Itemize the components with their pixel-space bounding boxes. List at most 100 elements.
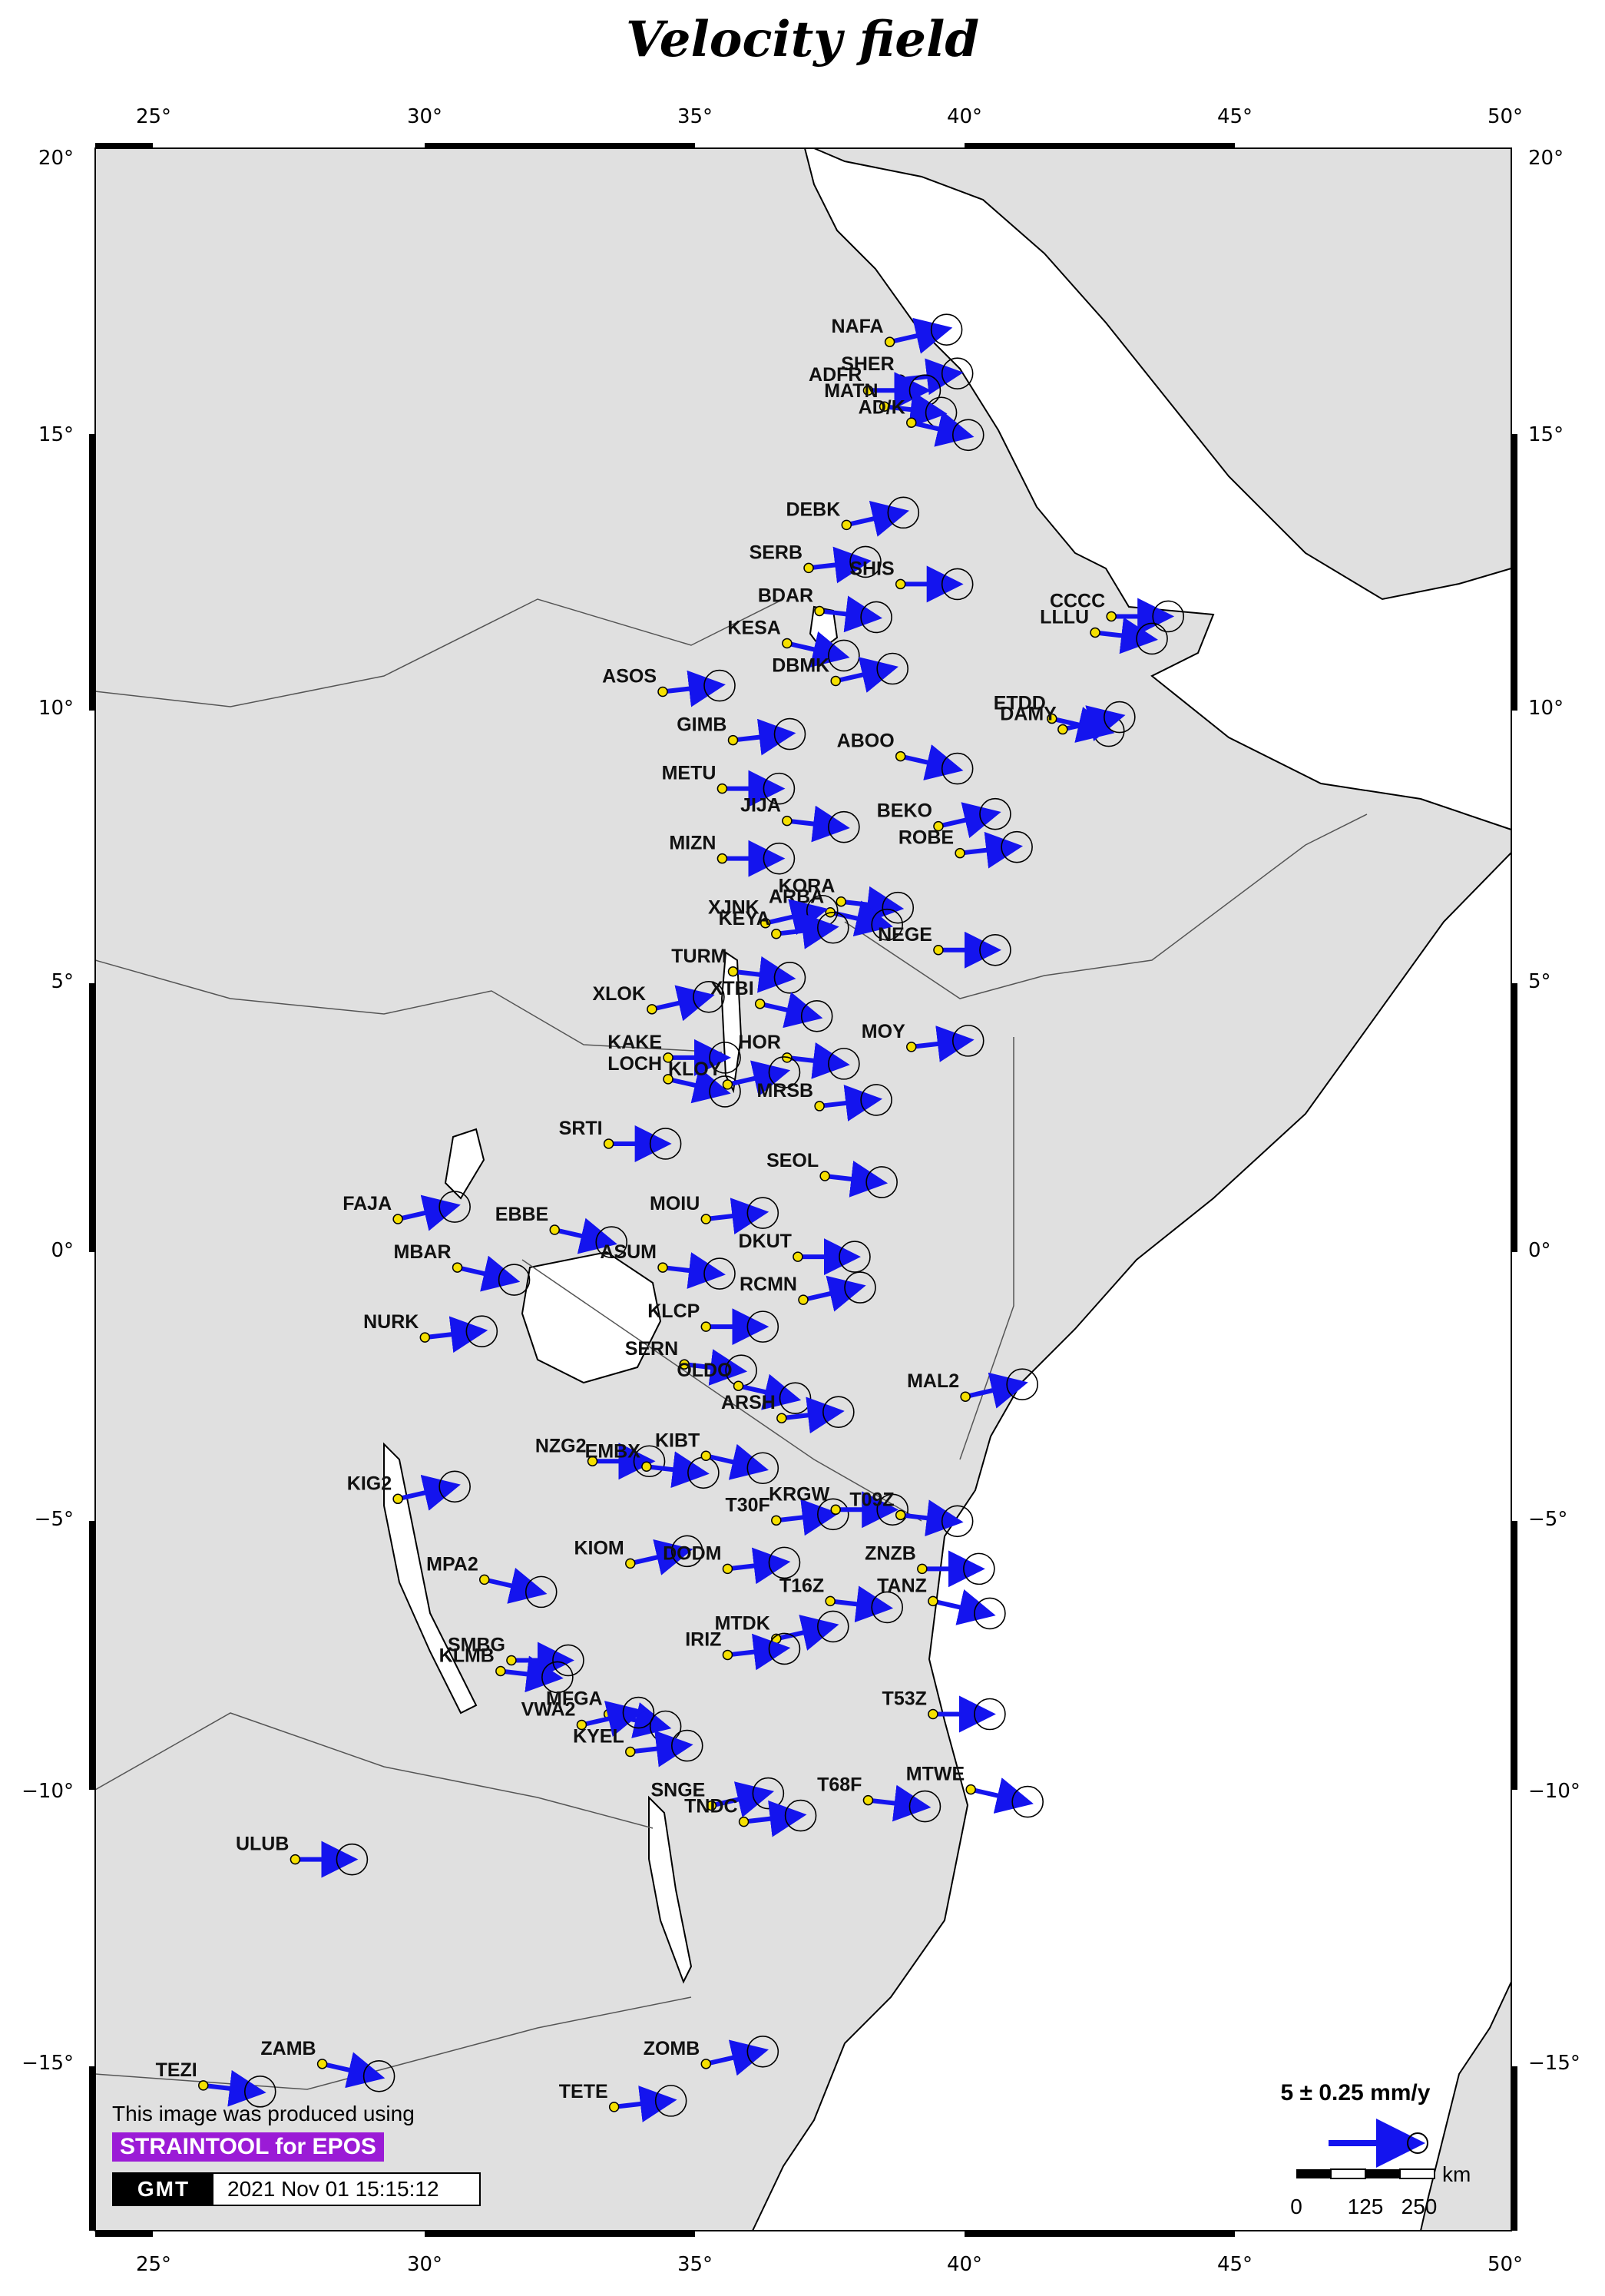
velocity-arrow <box>776 912 839 949</box>
station-marker <box>608 2102 620 2112</box>
velocity-arrow <box>727 1547 791 1585</box>
velocity-arrow <box>829 1585 894 1623</box>
error-ellipse <box>865 1166 898 1198</box>
velocity-arrow <box>970 1777 1034 1814</box>
error-ellipse <box>362 2060 395 2092</box>
station-label: ABOO <box>837 731 895 752</box>
station-marker <box>657 1262 668 1273</box>
scale-bar-tick: 250 <box>1401 2195 1438 2218</box>
credit-text: This image was produced using <box>112 2102 415 2125</box>
scale-bar-tick: 125 <box>1348 2195 1384 2218</box>
station-marker <box>663 1074 673 1085</box>
lon-labels-bottom: 25° 30° 35° 40° 45° 50° <box>136 2253 1523 2276</box>
station-asos: ASOS <box>602 666 736 707</box>
station-jija: JIJA <box>740 795 860 843</box>
station-robe: ROBE <box>898 827 1033 869</box>
velocity-arrow <box>835 657 898 693</box>
station-marker <box>862 1794 874 1806</box>
velocity-arrow <box>965 1372 1028 1409</box>
scale-bar-segment <box>1296 2169 1331 2178</box>
error-ellipse <box>974 1698 1006 1731</box>
station-marker <box>782 638 793 649</box>
lake-victoria <box>521 1251 662 1384</box>
station-marker <box>700 1321 712 1332</box>
land-arabia <box>813 147 1512 601</box>
velocity-arrow <box>705 1443 769 1480</box>
station-marker <box>316 2059 328 2069</box>
station-marker <box>419 1332 431 1343</box>
velocity-arrow <box>630 1730 693 1768</box>
station-xlok: XLOK <box>592 981 725 1022</box>
station-label: JIJA <box>740 795 781 817</box>
error-ellipse <box>1104 701 1136 734</box>
lat-tick-label: −15° <box>1528 2052 1580 2075</box>
scale-bar-segment <box>1365 2169 1400 2178</box>
station-oldo: OLDO <box>677 1360 812 1414</box>
station-marker <box>641 1461 652 1473</box>
velocity-arrow <box>733 956 796 993</box>
station-label: BEKO <box>877 800 932 822</box>
error-ellipse <box>498 1264 531 1296</box>
station-sern: SERN <box>625 1338 757 1387</box>
station-marker <box>884 336 895 347</box>
station-marker <box>625 1746 636 1758</box>
station-marker <box>771 1515 782 1526</box>
lat-tick-label: 20° <box>1528 147 1564 170</box>
lat-tick-label: −15° <box>22 2052 74 2075</box>
station-marker <box>906 1042 917 1052</box>
error-ellipse <box>541 1661 574 1694</box>
straintool-badge[interactable]: STRAINTOOL for EPOS <box>112 2132 384 2162</box>
station-marker <box>716 853 728 864</box>
frame-bar-right <box>1511 434 1517 711</box>
velocity-arrow <box>1094 617 1158 654</box>
station-marker <box>392 1214 403 1224</box>
gmt-logo: GMT <box>114 2174 213 2205</box>
station-marker <box>862 385 874 396</box>
station-nafa: NAFA <box>832 313 963 354</box>
velocity-arrow <box>662 670 726 707</box>
scale-bar-unit: km <box>1442 2162 1471 2186</box>
station-label: KLOY <box>668 1059 722 1080</box>
error-ellipse <box>525 1575 558 1609</box>
error-ellipse <box>951 1025 985 1057</box>
velocity-arrow <box>938 802 1001 839</box>
frame-bar-left <box>89 983 95 1252</box>
lat-tick-label: 5° <box>1528 970 1551 993</box>
error-ellipse <box>622 1696 655 1729</box>
station-tanz: TANZ <box>877 1575 1006 1630</box>
station-rcmn: RCMN <box>740 1271 876 1312</box>
station-label: SHIS <box>849 558 894 579</box>
velocity-arrow <box>710 1781 775 1818</box>
station-marker <box>841 519 852 531</box>
station-label: ULUB <box>236 1834 289 1855</box>
error-ellipse <box>746 1310 779 1343</box>
error-ellipse <box>941 357 974 390</box>
map-frame <box>89 143 1517 2237</box>
station-label: KIBT <box>655 1430 700 1451</box>
station-marker <box>830 1504 841 1516</box>
lat-labels-left: 20° 15° 10° 5° 0° −5° −10° −15° <box>22 147 74 2075</box>
station-marker <box>798 1294 809 1305</box>
error-ellipse <box>784 1799 817 1832</box>
lat-tick-label: 20° <box>38 147 74 170</box>
station-label: ROBE <box>898 827 954 849</box>
lon-tick-label: 50° <box>1488 105 1523 128</box>
lat-tick-label: 15° <box>1528 423 1564 446</box>
station-znzb: ZNZB <box>865 1542 995 1588</box>
error-ellipse <box>465 1315 498 1347</box>
error-ellipse <box>963 1552 995 1585</box>
velocity-arrow <box>889 317 953 354</box>
error-ellipse <box>1152 600 1184 633</box>
station-marker <box>700 1214 712 1224</box>
station-kibt: KIBT <box>655 1430 779 1485</box>
velocity-legend-label: 5 ± 0.25 mm/y <box>1281 2080 1431 2105</box>
station-marker <box>738 1816 750 1827</box>
lat-tick-label: −10° <box>22 1780 74 1803</box>
error-ellipse <box>817 1498 849 1531</box>
error-ellipse <box>670 1535 703 1568</box>
station-loch: LOCH <box>607 1053 741 1108</box>
station-marker <box>917 1563 928 1575</box>
station-marker <box>647 1004 657 1015</box>
velocity-arrow <box>683 1349 748 1386</box>
station-marker <box>700 1450 712 1462</box>
